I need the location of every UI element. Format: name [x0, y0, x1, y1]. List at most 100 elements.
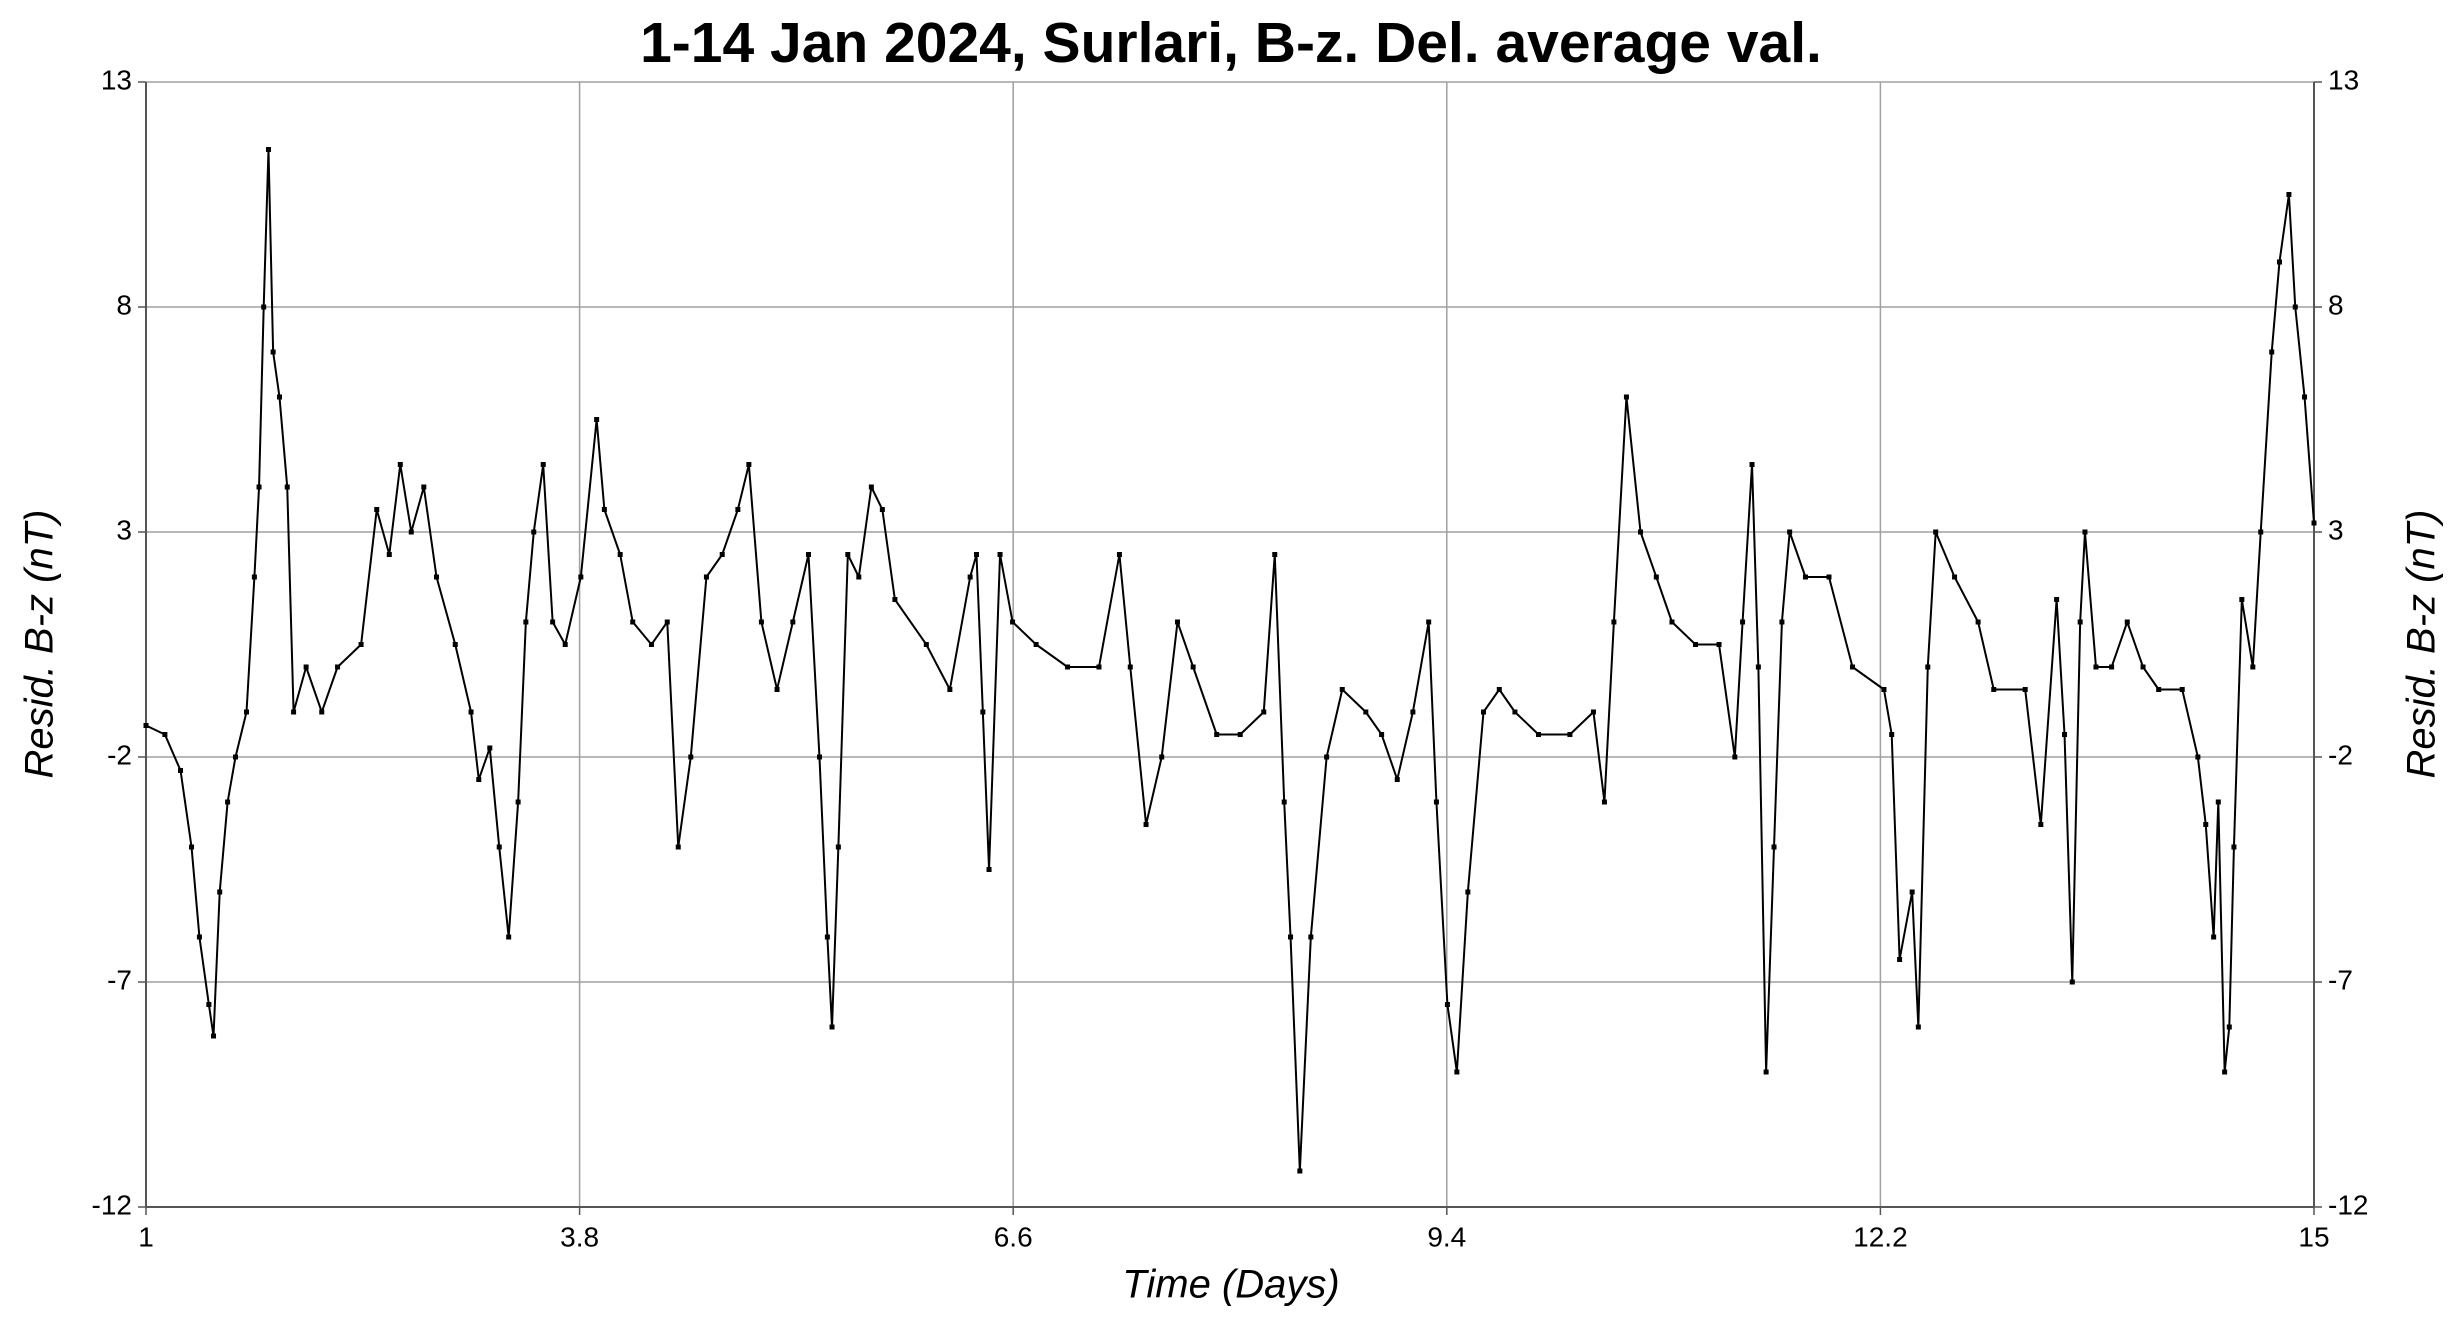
data-point: [386, 552, 392, 557]
y-tick-label: -2: [107, 739, 132, 770]
data-point: [2222, 1069, 2228, 1075]
data-point: [1116, 552, 1122, 557]
data-point: [2226, 1024, 2232, 1030]
data-point: [947, 687, 953, 692]
data-point: [1175, 619, 1181, 625]
data-point: [452, 642, 458, 647]
data-point: [1952, 574, 1958, 580]
data-point: [1214, 732, 1220, 737]
data-point: [1623, 394, 1629, 400]
data-point: [256, 484, 262, 490]
data-point: [531, 529, 537, 535]
data-point: [562, 642, 568, 647]
data-point: [1288, 934, 1294, 940]
x-tick-label: 15: [2298, 1221, 2329, 1252]
data-point: [1897, 957, 1903, 962]
data-point: [2124, 619, 2130, 625]
data-point: [1281, 799, 1287, 805]
y-tick-label: 3: [116, 514, 132, 545]
data-point: [550, 619, 556, 625]
data-point: [540, 462, 546, 467]
data-point: [805, 552, 811, 557]
data-point: [703, 574, 709, 580]
y2-tick-label: 13: [2328, 64, 2359, 95]
data-point: [476, 777, 482, 782]
data-point: [178, 768, 184, 773]
data-point: [1693, 642, 1699, 647]
data-point: [2062, 732, 2068, 737]
data-point: [1755, 664, 1761, 670]
data-point: [319, 709, 325, 715]
data-point: [358, 642, 364, 647]
data-point: [1127, 664, 1133, 670]
data-point: [1481, 709, 1487, 715]
data-point: [1363, 709, 1369, 715]
data-point: [2077, 619, 2083, 625]
data-point: [251, 574, 257, 580]
data-point: [1975, 619, 1981, 625]
data-point: [1802, 574, 1808, 580]
data-point: [1308, 934, 1314, 940]
data-point: [496, 844, 502, 850]
data-point: [594, 417, 600, 422]
x-tick-label: 3.8: [560, 1221, 599, 1252]
data-point: [1394, 777, 1400, 782]
data-point: [2302, 394, 2308, 400]
data-point: [1410, 709, 1416, 715]
data-point: [303, 664, 309, 670]
data-point: [211, 1033, 217, 1039]
data-point: [824, 934, 830, 940]
data-point: [2286, 192, 2292, 197]
data-point: [2179, 687, 2185, 692]
data-point: [1496, 687, 1502, 692]
data-point: [1297, 1168, 1303, 1174]
data-point: [1638, 529, 1644, 535]
data-point: [2239, 597, 2245, 602]
data-point: [2311, 520, 2317, 526]
data-point: [2231, 844, 2237, 850]
data-point: [1339, 687, 1345, 692]
x-tick-label: 9.4: [1427, 1221, 1466, 1252]
data-point: [1096, 664, 1102, 670]
data-point: [217, 889, 223, 895]
data-point: [408, 529, 414, 535]
data-point: [1567, 732, 1573, 737]
x-tick-label: 6.6: [994, 1221, 1033, 1252]
y-tick-label: -12: [92, 1189, 132, 1220]
data-point: [1669, 619, 1675, 625]
data-point: [664, 619, 670, 625]
y2-tick-label: 8: [2328, 289, 2344, 320]
data-point: [261, 304, 267, 310]
data-point: [1465, 889, 1471, 895]
data-point: [1535, 732, 1541, 737]
data-point: [1653, 574, 1659, 580]
data-point: [143, 723, 149, 728]
data-point: [1991, 687, 1997, 692]
data-point: [506, 934, 512, 940]
y2-tick-label: -7: [2328, 964, 2353, 995]
data-point: [244, 709, 250, 715]
data-point: [816, 754, 822, 760]
data-point: [578, 574, 584, 580]
data-point: [986, 867, 992, 872]
data-point: [2215, 799, 2221, 805]
data-point: [2140, 664, 2146, 670]
data-point: [1433, 799, 1439, 805]
data-point: [923, 642, 929, 647]
data-point: [1454, 1069, 1460, 1075]
data-point: [270, 349, 276, 355]
data-point: [735, 507, 741, 512]
data-point: [2093, 664, 2099, 670]
data-point: [1716, 642, 1722, 647]
data-point: [2258, 529, 2264, 535]
data-point: [1771, 844, 1777, 850]
data-point: [487, 745, 493, 751]
data-point: [1763, 1069, 1769, 1075]
x-tick-label: 1: [138, 1221, 154, 1252]
data-point: [2082, 529, 2088, 535]
y-axis-title: Resid. B-z (nT): [18, 510, 62, 779]
data-point: [973, 552, 979, 557]
data-point: [1889, 732, 1895, 737]
data-point: [1611, 619, 1617, 625]
data-point: [1379, 732, 1385, 737]
